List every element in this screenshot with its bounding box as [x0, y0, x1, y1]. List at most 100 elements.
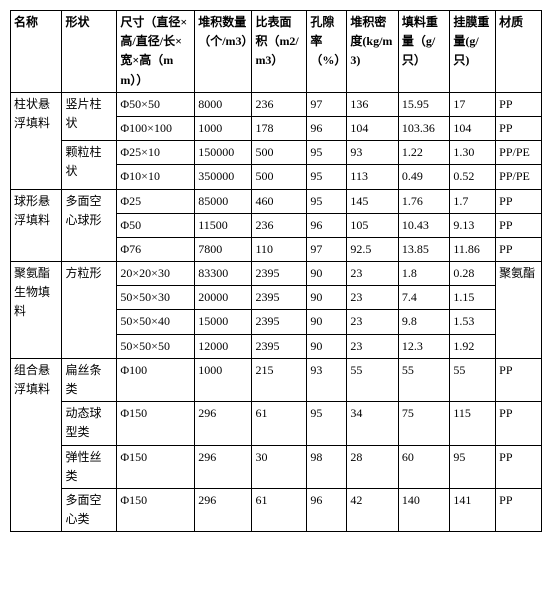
- table-row: 多面空心类Φ150296619642140141PP: [11, 488, 542, 531]
- table-row: 动态球型类Φ15029661953475115PP: [11, 402, 542, 445]
- cell-film: 0.28: [450, 262, 496, 286]
- cell-por: 90: [307, 334, 347, 358]
- cell-dens: 145: [347, 189, 398, 213]
- col-dens: 堆积密度(kg/m3): [347, 11, 398, 93]
- cell-dens: 136: [347, 92, 398, 116]
- cell-film: 1.15: [450, 286, 496, 310]
- cell-por: 90: [307, 262, 347, 286]
- cell-fill: 0.49: [398, 165, 449, 189]
- cell-surf: 178: [252, 116, 307, 140]
- cell-film: 1.92: [450, 334, 496, 358]
- cell-pack: 11500: [195, 213, 252, 237]
- cell-dim: Φ25×10: [117, 141, 195, 165]
- cell-fill: 9.8: [398, 310, 449, 334]
- cell-mat: PP: [496, 402, 542, 445]
- table-body: 柱状悬浮填料竖片柱状Φ50×5080002369713615.9517PPΦ10…: [11, 92, 542, 532]
- cell-film: 11.86: [450, 237, 496, 261]
- cell-dens: 23: [347, 286, 398, 310]
- cell-dens: 92.5: [347, 237, 398, 261]
- cell-surf: 110: [252, 237, 307, 261]
- cell-fill: 1.8: [398, 262, 449, 286]
- cell-mat: PP/PE: [496, 141, 542, 165]
- cell-por: 95: [307, 402, 347, 445]
- cell-dens: 105: [347, 213, 398, 237]
- cell-pack: 85000: [195, 189, 252, 213]
- cell-pack: 12000: [195, 334, 252, 358]
- cell-surf: 215: [252, 358, 307, 401]
- col-por: 孔隙率（%）: [307, 11, 347, 93]
- cell-fill: 103.36: [398, 116, 449, 140]
- cell-dens: 28: [347, 445, 398, 488]
- cell-film: 17: [450, 92, 496, 116]
- cell-pack: 296: [195, 445, 252, 488]
- table-row: 聚氨酯生物填料方粒形20×20×3083300239590231.80.28聚氨…: [11, 262, 542, 286]
- cell-fill: 15.95: [398, 92, 449, 116]
- col-dim: 尺寸（直径×高/直径/长×宽×高（mm））: [117, 11, 195, 93]
- cell-por: 97: [307, 92, 347, 116]
- cell-dim: Φ50: [117, 213, 195, 237]
- cell-dim: Φ100: [117, 358, 195, 401]
- cell-por: 96: [307, 213, 347, 237]
- table-row: 颗粒柱状Φ25×1015000050095931.221.30PP/PE: [11, 141, 542, 165]
- cell-mat: PP: [496, 213, 542, 237]
- cell-dim: 20×20×30: [117, 262, 195, 286]
- cell-pack: 15000: [195, 310, 252, 334]
- cell-surf: 61: [252, 488, 307, 531]
- cell-fill: 7.4: [398, 286, 449, 310]
- cell-film: 9.13: [450, 213, 496, 237]
- cell-por: 96: [307, 488, 347, 531]
- cell-dim: 50×50×50: [117, 334, 195, 358]
- cell-surf: 460: [252, 189, 307, 213]
- cell-fill: 75: [398, 402, 449, 445]
- cell-surf: 2395: [252, 310, 307, 334]
- cell-dens: 34: [347, 402, 398, 445]
- cell-pack: 8000: [195, 92, 252, 116]
- cell-mat: PP: [496, 92, 542, 116]
- cell-film: 115: [450, 402, 496, 445]
- cell-dens: 23: [347, 310, 398, 334]
- cell-por: 95: [307, 165, 347, 189]
- cell-name: 球形悬浮填料: [11, 189, 62, 262]
- cell-dim: Φ50×50: [117, 92, 195, 116]
- cell-fill: 13.85: [398, 237, 449, 261]
- col-film: 挂膜重量(g/只): [450, 11, 496, 93]
- cell-surf: 61: [252, 402, 307, 445]
- cell-fill: 1.22: [398, 141, 449, 165]
- col-fill: 填料重量（g/只）: [398, 11, 449, 93]
- cell-surf: 2395: [252, 262, 307, 286]
- cell-dim: 50×50×40: [117, 310, 195, 334]
- cell-film: 95: [450, 445, 496, 488]
- cell-dens: 55: [347, 358, 398, 401]
- cell-surf: 2395: [252, 286, 307, 310]
- cell-fill: 1.76: [398, 189, 449, 213]
- cell-dens: 113: [347, 165, 398, 189]
- col-mat: 材质: [496, 11, 542, 93]
- cell-surf: 236: [252, 92, 307, 116]
- cell-film: 1.7: [450, 189, 496, 213]
- cell-dens: 42: [347, 488, 398, 531]
- cell-dim: Φ25: [117, 189, 195, 213]
- cell-shape: 多面空心球形: [62, 189, 117, 262]
- cell-dim: Φ10×10: [117, 165, 195, 189]
- cell-mat: PP/PE: [496, 165, 542, 189]
- cell-mat: PP: [496, 488, 542, 531]
- cell-fill: 12.3: [398, 334, 449, 358]
- cell-shape: 竖片柱状: [62, 92, 117, 140]
- cell-surf: 236: [252, 213, 307, 237]
- cell-film: 1.30: [450, 141, 496, 165]
- cell-surf: 2395: [252, 334, 307, 358]
- cell-por: 98: [307, 445, 347, 488]
- cell-pack: 20000: [195, 286, 252, 310]
- cell-mat: PP: [496, 189, 542, 213]
- cell-name: 聚氨酯生物填料: [11, 262, 62, 359]
- cell-mat: PP: [496, 445, 542, 488]
- cell-mat: PP: [496, 358, 542, 401]
- materials-table: 名称 形状 尺寸（直径×高/直径/长×宽×高（mm）） 堆积数量（个/m3） 比…: [10, 10, 542, 532]
- cell-dim: Φ76: [117, 237, 195, 261]
- cell-film: 141: [450, 488, 496, 531]
- cell-fill: 55: [398, 358, 449, 401]
- cell-por: 93: [307, 358, 347, 401]
- cell-film: 104: [450, 116, 496, 140]
- cell-name: 柱状悬浮填料: [11, 92, 62, 189]
- cell-mat: 聚氨酯: [496, 262, 542, 359]
